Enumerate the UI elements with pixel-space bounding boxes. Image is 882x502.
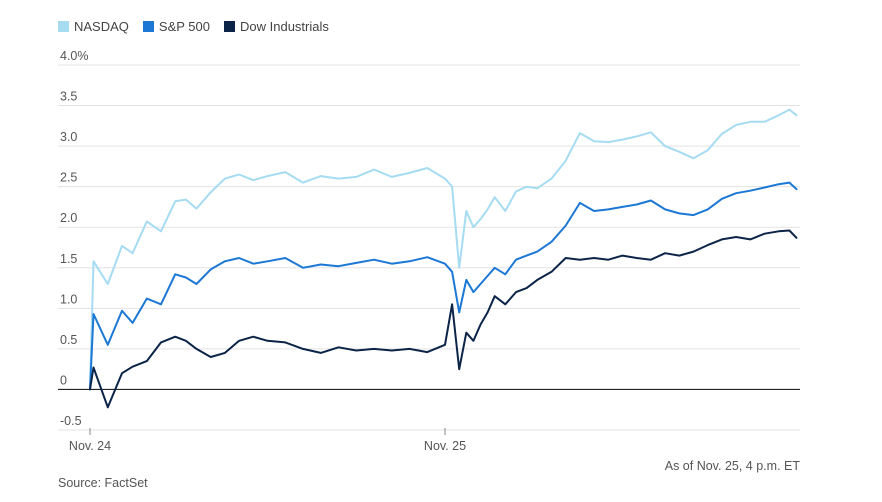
dow-line xyxy=(89,229,798,409)
legend-swatch-nasdaq xyxy=(58,21,69,32)
x-tick-label: Nov. 24 xyxy=(69,439,111,453)
legend-label-sp500: S&P 500 xyxy=(158,19,210,34)
sp500-line xyxy=(89,181,798,391)
legend-item-nasdaq: NASDAQ xyxy=(58,19,129,34)
legend-swatch-dow xyxy=(224,21,235,32)
legend-item-dow: Dow Industrials xyxy=(224,19,329,34)
timestamp-note: As of Nov. 25, 4 p.m. ET xyxy=(664,459,800,473)
legend-label-nasdaq: NASDAQ xyxy=(74,19,129,34)
y-tick-label: 2.0 xyxy=(60,211,77,225)
y-tick-label: 1.0 xyxy=(60,292,77,306)
nasdaq-line xyxy=(89,108,798,391)
y-tick-label: 3.5 xyxy=(60,90,77,104)
x-tick-label: Nov. 25 xyxy=(424,439,466,453)
legend-label-dow: Dow Industrials xyxy=(240,19,329,34)
legend-swatch-sp500 xyxy=(142,21,154,32)
legend: NASDAQ S&P 500 Dow Industrials xyxy=(58,19,329,34)
y-tick-label: 3.0 xyxy=(60,130,77,144)
y-tick-label: 1.5 xyxy=(60,252,77,266)
legend-item-sp500: S&P 500 xyxy=(142,19,210,34)
y-tick-label: 4.0% xyxy=(60,49,89,63)
y-tick-label: -0.5 xyxy=(60,414,82,428)
y-tick-label: 2.5 xyxy=(60,171,77,185)
source-note: Source: FactSet xyxy=(58,476,148,490)
y-tick-label: 0 xyxy=(60,373,67,387)
y-tick-label: 0.5 xyxy=(60,333,77,347)
